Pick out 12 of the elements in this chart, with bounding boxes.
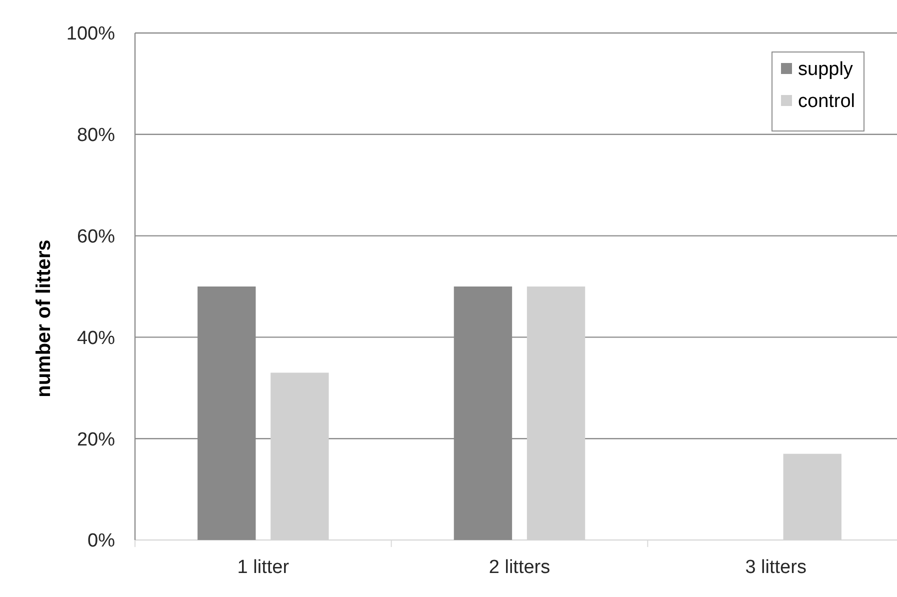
x-tick-label: 2 litters (488, 557, 550, 578)
y-axis-title: number of litters (33, 240, 55, 398)
y-tick-label: 20% (76, 429, 116, 450)
y-tick-label: 80% (76, 125, 116, 146)
x-tick-label: 1 litter (237, 557, 290, 578)
y-tick-label: 100% (66, 24, 116, 45)
legend-label: supply (798, 59, 854, 80)
y-tick-label: 40% (76, 328, 116, 349)
x-tick-label: 3 litters (745, 557, 806, 578)
y-tick-label: 0% (88, 530, 116, 552)
legend-label: control (798, 91, 856, 112)
y-tick-label: 60% (76, 226, 116, 248)
